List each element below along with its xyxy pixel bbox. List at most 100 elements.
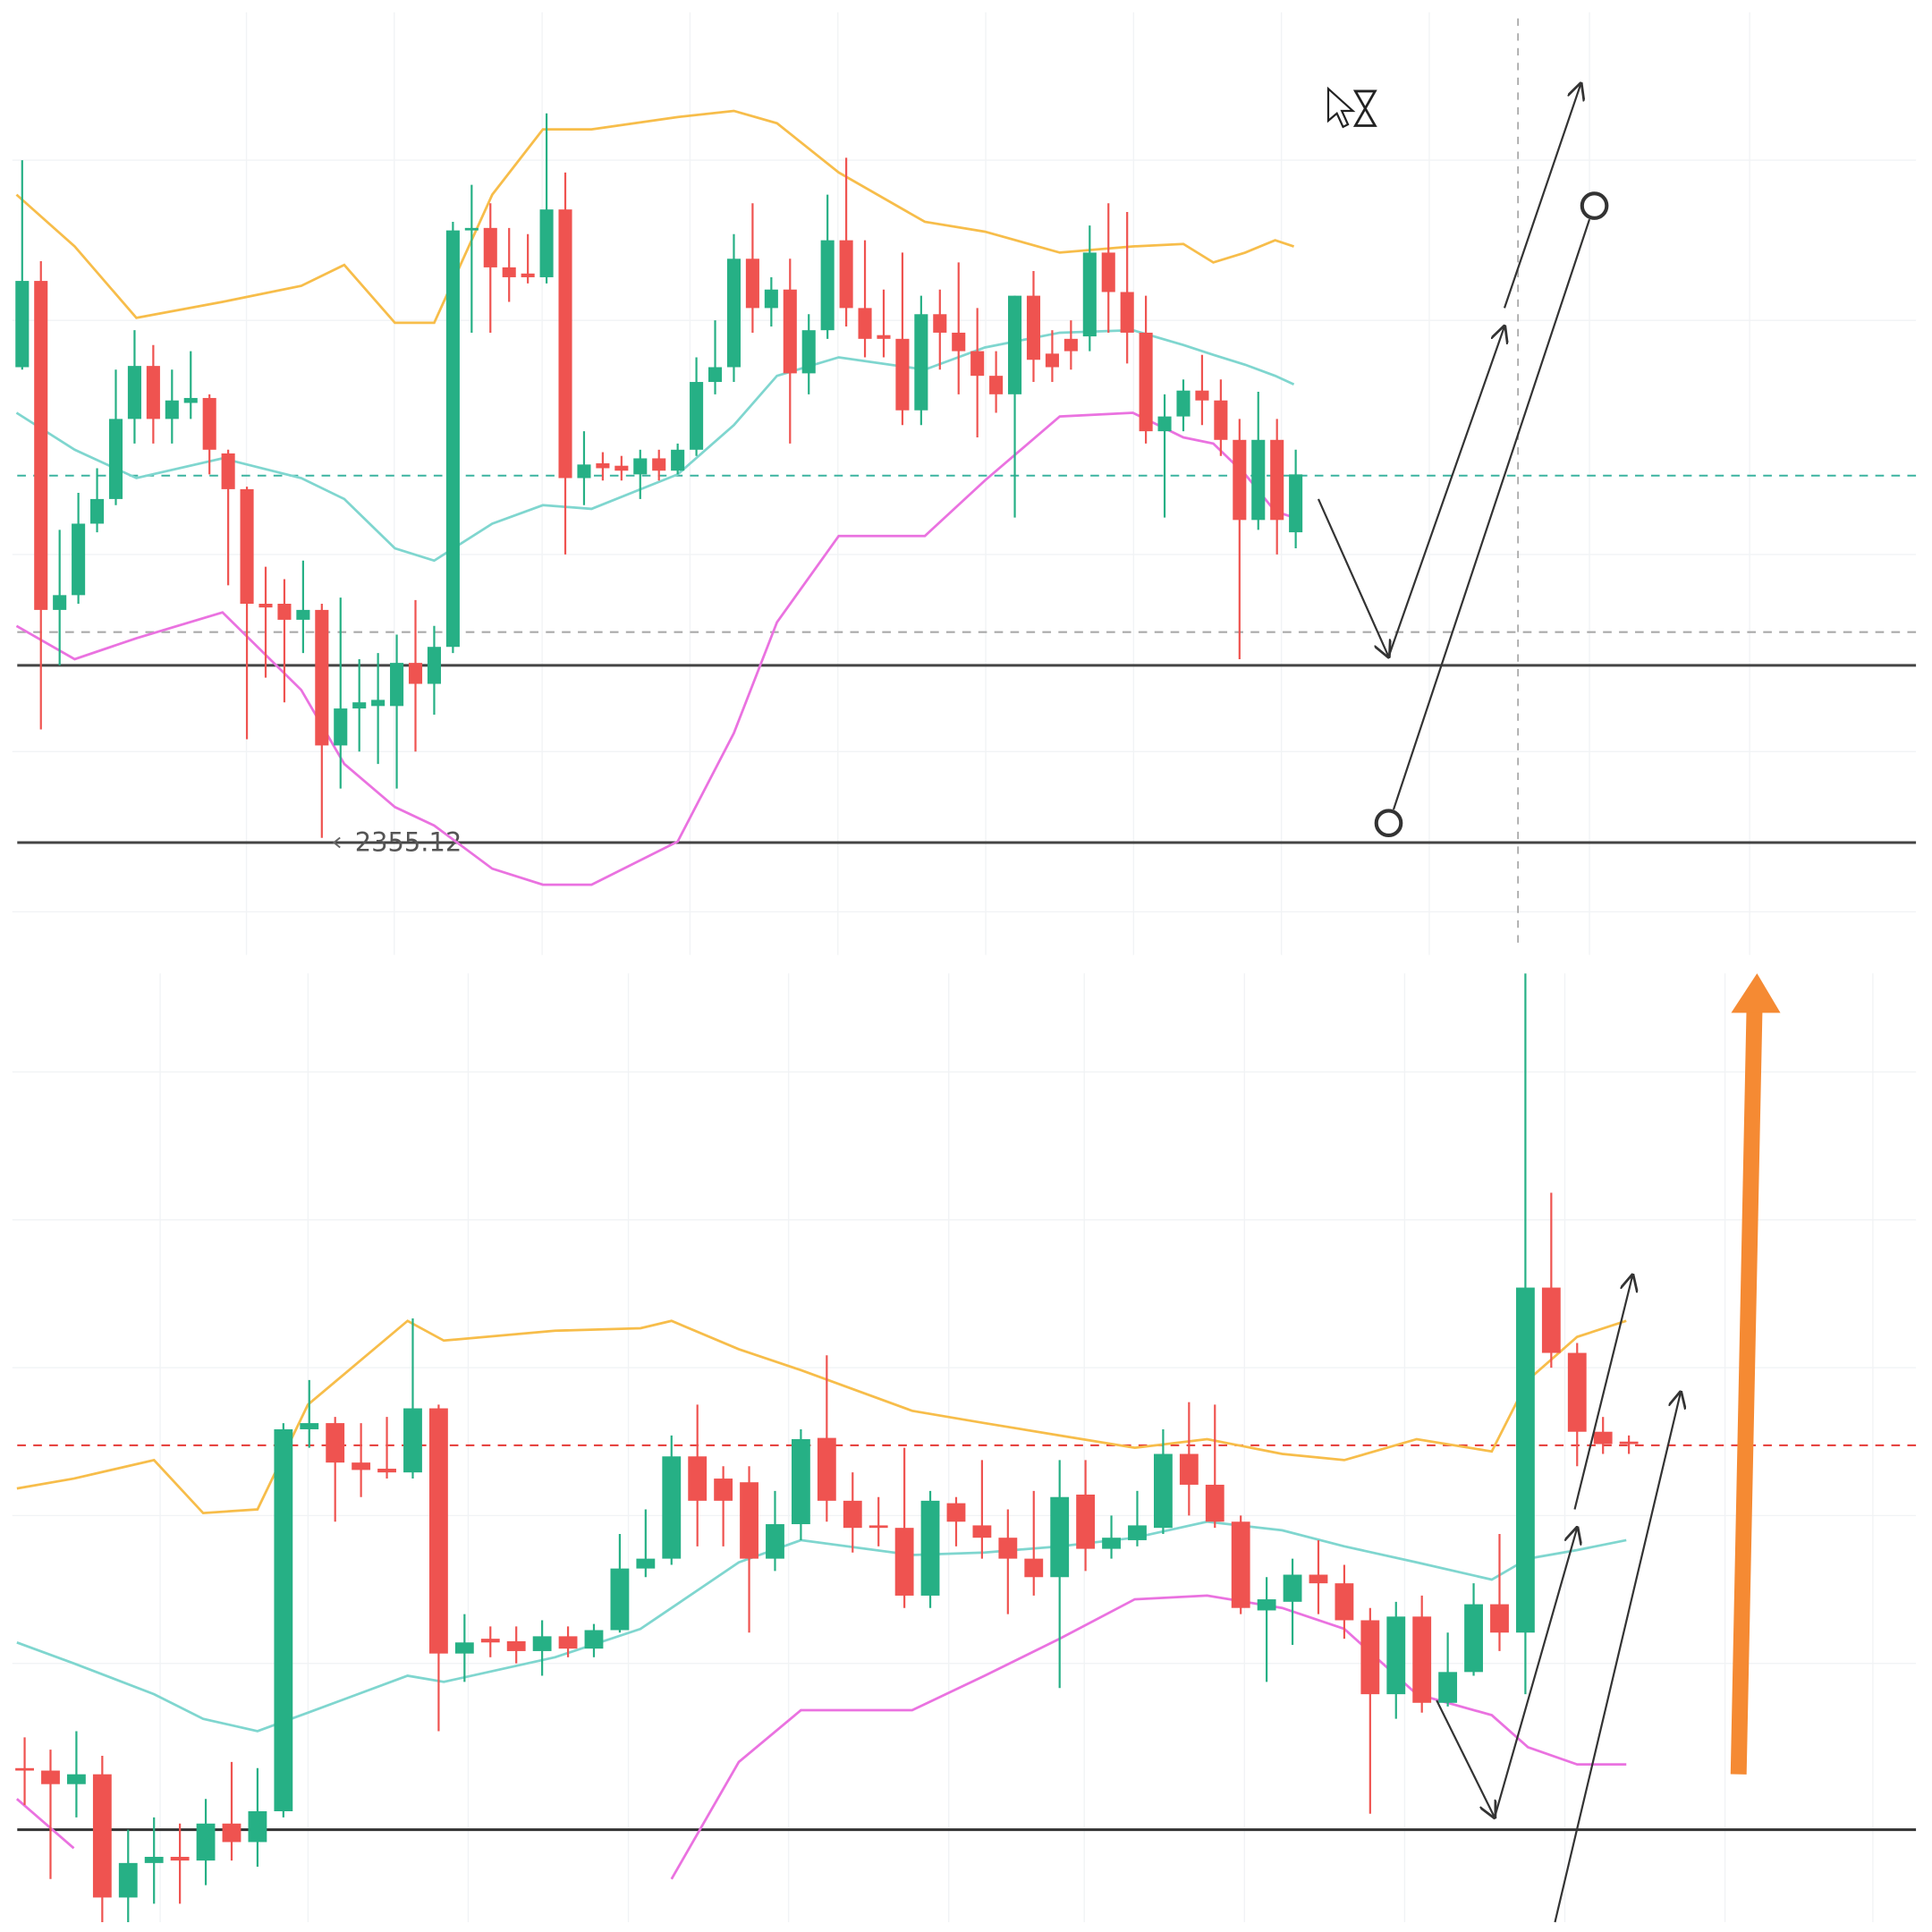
candle-body (1231, 1521, 1250, 1608)
candle-body (1335, 1583, 1354, 1621)
candle-body (352, 1462, 371, 1470)
candle-body (1026, 295, 1041, 360)
plot-area: 2355.12 (15, 109, 1917, 1922)
line-handle (1580, 191, 1609, 220)
candle-body (614, 465, 629, 471)
candle-body (1153, 1453, 1173, 1529)
candle-body (202, 397, 216, 450)
candle-body (41, 1770, 60, 1784)
candle-body (1082, 252, 1097, 337)
candle-body (222, 1823, 242, 1843)
cursor-icon (1326, 86, 1377, 129)
candle-body (1205, 1484, 1224, 1522)
candle-body (970, 351, 985, 377)
panel (15, 973, 1917, 1922)
candle-body (221, 453, 235, 489)
candle-body (817, 1437, 836, 1501)
candle-body (1464, 1604, 1483, 1673)
candle-body (843, 1500, 862, 1529)
candle-body (427, 647, 441, 684)
price-label: 2355.12 (355, 827, 462, 858)
candle-body (506, 1640, 526, 1651)
band-line (15, 328, 1295, 563)
candle-body (352, 702, 367, 709)
candle-body (920, 1500, 940, 1596)
candle-body (766, 1524, 784, 1559)
candle-body (894, 1528, 914, 1596)
candle-body (127, 366, 141, 419)
candle-body (1515, 1287, 1535, 1633)
big-arrow-head (1731, 973, 1781, 1013)
candle-body (577, 464, 591, 479)
candle-body (274, 1428, 293, 1811)
candle-body (90, 498, 105, 524)
candle-body (92, 1774, 112, 1898)
candle-body (1270, 439, 1284, 521)
candle-body (1309, 1574, 1328, 1584)
candle-body (1289, 474, 1303, 533)
candle-body (146, 366, 160, 419)
candle-body (170, 1856, 190, 1861)
candle-body (820, 240, 835, 331)
candle-body (946, 1503, 966, 1522)
band-line (15, 1594, 1627, 1880)
candle-body (1541, 1287, 1561, 1353)
candle-body (690, 382, 704, 450)
candle-body (633, 458, 648, 475)
panel: 2355.12 (15, 109, 1917, 886)
candle-body (1120, 292, 1134, 333)
candle-body (714, 1479, 733, 1501)
candle-body (1619, 1441, 1639, 1445)
candle-body (1283, 1574, 1302, 1602)
candle-body (165, 400, 179, 419)
arrow (1573, 1275, 1633, 1510)
candle-body (584, 1630, 604, 1649)
candle-body (1063, 338, 1078, 352)
candle-body (445, 230, 460, 648)
candle-body (480, 1639, 500, 1643)
band-line (15, 109, 1294, 325)
candle-body (15, 281, 30, 368)
background-grid (12, 12, 1917, 1922)
candle-body (428, 1408, 448, 1654)
candle-body (315, 609, 329, 746)
candle-body (1050, 1496, 1070, 1578)
label-pointer (332, 836, 341, 849)
arrow (1554, 1393, 1681, 1923)
candle-body (1102, 1538, 1121, 1549)
candle-body (1008, 295, 1022, 394)
candle-body (839, 240, 853, 309)
candle-body (334, 708, 348, 746)
candle-body (408, 663, 423, 684)
candle-body (196, 1823, 216, 1861)
candle-body (390, 663, 404, 707)
candle-body (558, 1636, 578, 1649)
candle-body (464, 227, 479, 231)
candle-body (1045, 353, 1059, 368)
candle-body (1157, 416, 1172, 432)
band-line (15, 411, 1294, 886)
candle-body (532, 1636, 552, 1651)
candle-body (53, 595, 67, 610)
candle-body (34, 281, 48, 610)
candle-body (66, 1774, 86, 1784)
candle-body (1233, 439, 1247, 521)
candle-body (952, 332, 966, 352)
candle-body (1386, 1616, 1406, 1695)
candle-body (596, 462, 610, 469)
band-line (16, 1319, 1627, 1515)
candle-body (972, 1525, 992, 1538)
candle-body (1128, 1525, 1147, 1540)
candle-body (1076, 1494, 1096, 1549)
candle-body (933, 314, 947, 333)
trend-line (1392, 218, 1591, 810)
candle-body (671, 449, 685, 471)
candle-body (662, 1456, 682, 1559)
arrow (1387, 326, 1504, 657)
line-handle (1374, 809, 1403, 838)
candle-body (1412, 1616, 1432, 1703)
candle-body (801, 330, 816, 374)
